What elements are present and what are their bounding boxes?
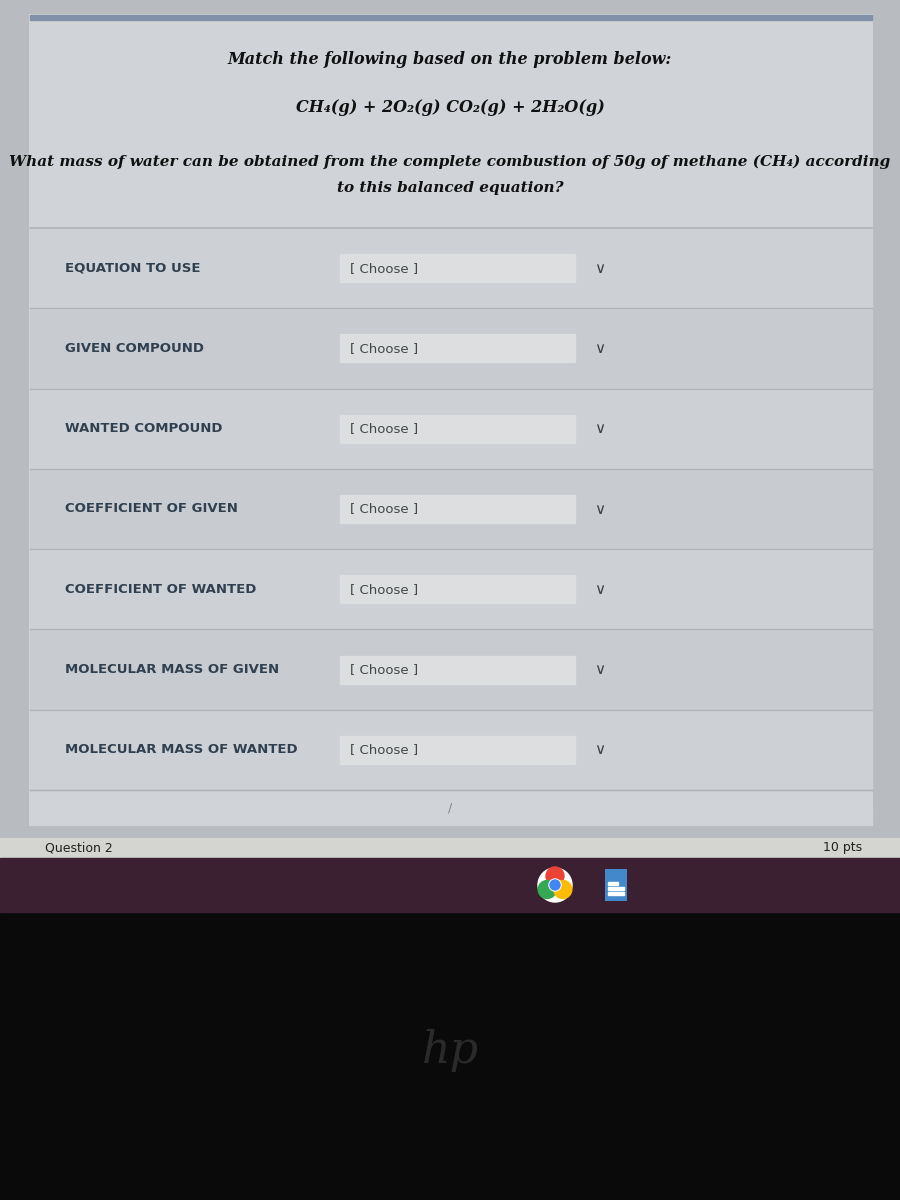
- Text: What mass of water can be obtained from the complete combustion of 50g of methan: What mass of water can be obtained from …: [9, 155, 891, 169]
- Text: WANTED COMPOUND: WANTED COMPOUND: [65, 422, 222, 436]
- Bar: [0, 838, 900, 858]
- Text: EQUATION TO USE: EQUATION TO USE: [65, 262, 201, 275]
- Text: [ Choose ]: [ Choose ]: [350, 262, 418, 275]
- Text: ∨: ∨: [594, 260, 606, 276]
- Bar: [30, 808, 872, 822]
- Text: [ Choose ]: [ Choose ]: [350, 743, 418, 756]
- Text: ∨: ∨: [594, 341, 606, 356]
- Bar: [30, 228, 872, 308]
- Bar: [340, 494, 575, 523]
- Bar: [340, 736, 575, 764]
- Text: [ Choose ]: [ Choose ]: [350, 422, 418, 436]
- Bar: [30, 709, 872, 790]
- Bar: [608, 892, 624, 895]
- Circle shape: [538, 868, 572, 902]
- Circle shape: [549, 878, 561, 890]
- Text: MOLECULAR MASS OF WANTED: MOLECULAR MASS OF WANTED: [65, 743, 298, 756]
- Bar: [340, 335, 575, 362]
- Text: GIVEN COMPOUND: GIVEN COMPOUND: [65, 342, 204, 355]
- Text: ∨: ∨: [594, 743, 606, 757]
- Text: COEFFICIENT OF GIVEN: COEFFICIENT OF GIVEN: [65, 503, 238, 516]
- Text: ∨: ∨: [594, 662, 606, 677]
- Circle shape: [538, 881, 556, 899]
- Text: to this balanced equation?: to this balanced equation?: [337, 181, 563, 194]
- Text: /: /: [448, 802, 452, 815]
- Bar: [605, 869, 627, 901]
- Bar: [340, 254, 575, 282]
- Bar: [30, 550, 872, 630]
- Bar: [340, 415, 575, 443]
- Text: [ Choose ]: [ Choose ]: [350, 664, 418, 676]
- Text: [ Choose ]: [ Choose ]: [350, 503, 418, 516]
- Bar: [608, 887, 624, 890]
- Text: Match the following based on the problem below:: Match the following based on the problem…: [228, 52, 672, 68]
- Bar: [0, 912, 900, 1200]
- Bar: [30, 630, 872, 709]
- Bar: [30, 14, 872, 826]
- Bar: [30, 14, 872, 20]
- Text: [ Choose ]: [ Choose ]: [350, 342, 418, 355]
- Bar: [608, 882, 618, 886]
- Bar: [30, 389, 872, 469]
- Bar: [340, 655, 575, 684]
- Circle shape: [554, 881, 572, 899]
- Bar: [0, 858, 900, 912]
- Text: ∨: ∨: [594, 582, 606, 596]
- Text: [ Choose ]: [ Choose ]: [350, 583, 418, 595]
- Text: ∨: ∨: [594, 502, 606, 516]
- Circle shape: [550, 880, 560, 890]
- Bar: [30, 308, 872, 389]
- Text: MOLECULAR MASS OF GIVEN: MOLECULAR MASS OF GIVEN: [65, 664, 279, 676]
- Bar: [340, 575, 575, 604]
- Circle shape: [546, 866, 564, 886]
- Text: CH₄(g) + 2O₂(g) CO₂(g) + 2H₂O(g): CH₄(g) + 2O₂(g) CO₂(g) + 2H₂O(g): [295, 100, 605, 116]
- Text: COEFFICIENT OF WANTED: COEFFICIENT OF WANTED: [65, 583, 256, 595]
- Text: hp: hp: [421, 1028, 479, 1072]
- Text: 10 pts: 10 pts: [823, 841, 862, 854]
- Text: Question 2: Question 2: [45, 841, 112, 854]
- Text: ∨: ∨: [594, 421, 606, 437]
- Bar: [30, 469, 872, 550]
